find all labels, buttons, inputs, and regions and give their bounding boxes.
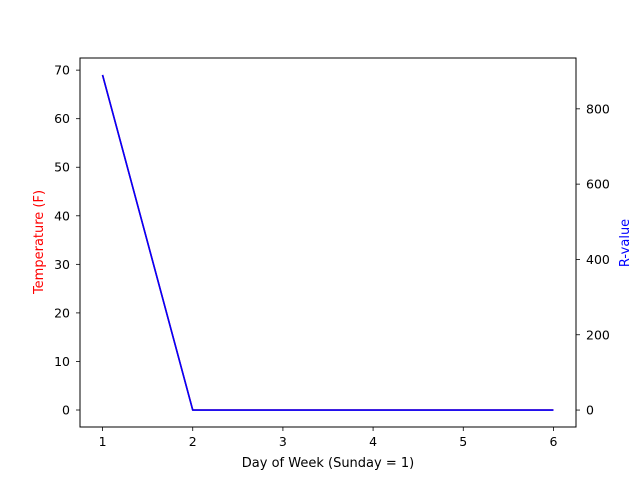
right-y-tick-label: 200 bbox=[586, 327, 610, 342]
x-tick-label: 6 bbox=[549, 434, 557, 449]
x-axis-label: Day of Week (Sunday = 1) bbox=[242, 456, 414, 471]
plot-area bbox=[80, 58, 576, 427]
left-y-tick-label: 50 bbox=[54, 160, 70, 175]
x-tick-label: 4 bbox=[369, 434, 377, 449]
x-tick-label: 5 bbox=[459, 434, 467, 449]
x-tick-label: 3 bbox=[279, 434, 287, 449]
left-y-tick-label: 0 bbox=[62, 403, 70, 418]
right-y-tick-label: 400 bbox=[586, 252, 610, 267]
r-value-series-line bbox=[101, 74, 554, 411]
right-y-axis-label: R-value bbox=[618, 219, 633, 267]
left-y-axis-label: Temperature (F) bbox=[32, 190, 47, 295]
plot-frame bbox=[79, 57, 577, 428]
left-y-tick-label: 20 bbox=[54, 305, 70, 320]
right-y-tick-label: 800 bbox=[586, 101, 610, 116]
left-y-tick-label: 30 bbox=[54, 257, 70, 272]
x-tick-label: 1 bbox=[99, 434, 107, 449]
right-y-tick-label: 600 bbox=[586, 177, 610, 192]
left-y-tick-label: 70 bbox=[54, 63, 70, 78]
x-tick-label: 2 bbox=[189, 434, 197, 449]
right-y-tick-label: 0 bbox=[586, 403, 594, 418]
left-y-tick-label: 60 bbox=[54, 111, 70, 126]
left-y-tick-label: 40 bbox=[54, 208, 70, 223]
left-y-tick-label: 10 bbox=[54, 354, 70, 369]
